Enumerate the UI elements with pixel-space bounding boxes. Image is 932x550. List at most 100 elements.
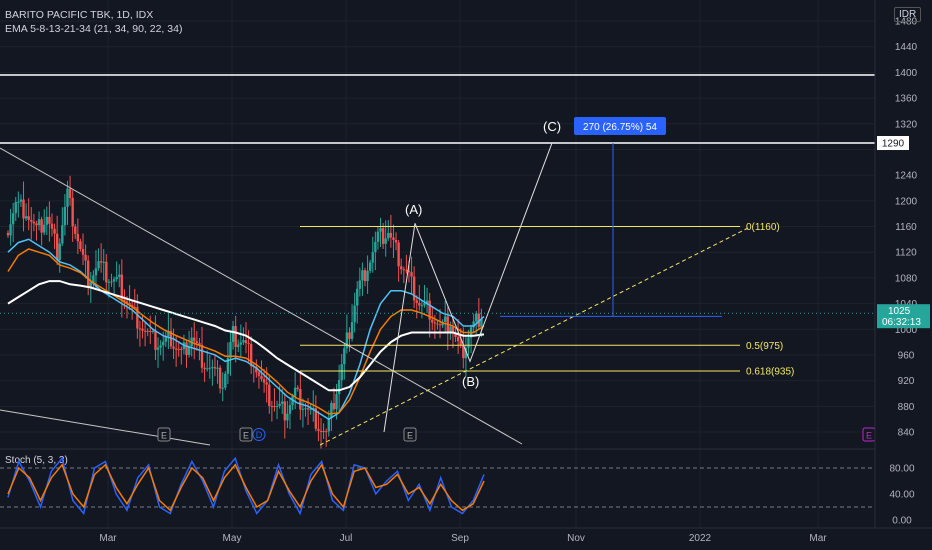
- candle-body: [115, 276, 118, 280]
- candle-body: [6, 232, 10, 236]
- candle-body: [322, 431, 325, 433]
- candle-body: [97, 261, 100, 269]
- candle-body: [319, 430, 323, 432]
- candle-body: [278, 403, 281, 406]
- currency-badge[interactable]: IDR: [894, 7, 922, 22]
- candle-body: [363, 270, 367, 282]
- stoch-line: [7, 463, 485, 512]
- candle-body: [86, 260, 90, 288]
- candle-body: [136, 307, 139, 329]
- candle-body: [242, 340, 245, 343]
- candle-body: [177, 348, 180, 350]
- candle-body: [410, 272, 413, 277]
- candle-body: [123, 299, 126, 302]
- candle-body: [273, 406, 276, 408]
- candle-body: [296, 387, 299, 389]
- dividend-label: D: [256, 430, 263, 440]
- level-tag: 1290: [882, 139, 905, 150]
- candle-body: [185, 342, 188, 355]
- candle-body: [22, 199, 25, 219]
- price-tick: 920: [898, 376, 915, 387]
- candle-body: [156, 347, 160, 350]
- candle-body: [309, 408, 312, 410]
- candle-body: [459, 341, 462, 346]
- time-tick: Nov: [567, 533, 585, 544]
- candle-body: [332, 403, 336, 410]
- candle-body: [58, 243, 61, 260]
- candle-body: [35, 223, 38, 226]
- candle-body: [193, 337, 196, 342]
- fib-label: 0.5(975): [746, 341, 783, 352]
- candle-body: [89, 282, 92, 288]
- ema-line: [7, 248, 485, 415]
- candle-body: [462, 345, 465, 359]
- price-tick: 1080: [895, 273, 918, 284]
- candle-body: [79, 241, 82, 249]
- candle-body: [464, 347, 468, 359]
- candle-body: [120, 274, 124, 300]
- candle-body: [208, 367, 211, 369]
- candle-body: [428, 300, 431, 320]
- candle-body: [262, 379, 266, 383]
- candle-body: [45, 216, 49, 225]
- candle-body: [226, 357, 230, 374]
- candle-body: [288, 405, 292, 414]
- candle-body: [402, 269, 406, 271]
- candle-body: [221, 387, 224, 389]
- candle-body: [216, 367, 219, 369]
- candle-body: [348, 332, 351, 339]
- candle-body: [415, 300, 418, 303]
- candle-body: [343, 348, 346, 365]
- time-tick: 2022: [689, 533, 712, 544]
- candle-body: [244, 340, 248, 344]
- candle-body: [286, 413, 289, 421]
- candle-body: [172, 346, 175, 349]
- measure-label: 270 (26.75%) 54: [583, 122, 657, 133]
- candle-body: [30, 219, 33, 222]
- candle-body: [314, 408, 318, 429]
- candle-body: [125, 301, 129, 304]
- candle-body: [164, 336, 168, 342]
- candle-body: [335, 394, 338, 410]
- wave-label-c: (C): [543, 119, 561, 134]
- wave-leg-a: [383, 223, 416, 433]
- candle-body: [128, 303, 131, 305]
- candle-body: [203, 367, 206, 370]
- candle-body: [441, 321, 444, 326]
- candle-body: [198, 343, 201, 345]
- candle-body: [467, 337, 470, 348]
- candle-body: [420, 305, 424, 307]
- candle-body: [105, 261, 108, 283]
- candle-body: [247, 343, 250, 345]
- candle-body: [61, 225, 64, 244]
- candle-body: [66, 188, 69, 207]
- stoch-tick: 0.00: [892, 516, 912, 527]
- candle-body: [143, 330, 147, 332]
- time-tick: Mar: [99, 533, 117, 544]
- earnings-marker-label: E: [407, 431, 413, 441]
- earnings-marker: [157, 427, 171, 442]
- candle-body: [381, 228, 385, 244]
- candle-body: [154, 330, 157, 350]
- candle-body: [475, 313, 478, 322]
- candle-body: [17, 201, 20, 203]
- candle-body: [138, 328, 142, 330]
- candle-body: [374, 241, 377, 253]
- candle-body: [480, 318, 483, 327]
- price-tick: 1120: [895, 248, 917, 259]
- candle-body: [368, 262, 372, 271]
- drawings-layer: 0(1160) 0.5(975) 0.618(935) (A) (B) (C) 270 (2…: [0, 74, 876, 446]
- price-tick: 1000: [895, 325, 918, 336]
- candle-body: [24, 216, 28, 219]
- candle-body: [231, 326, 235, 342]
- candle-body: [239, 342, 243, 345]
- candle-body: [74, 226, 77, 234]
- candle-body: [371, 252, 374, 263]
- candle-body: [301, 408, 305, 410]
- candle-body: [53, 228, 56, 234]
- symbol-title[interactable]: BARITO PACIFIC TBK, 1D, IDX: [5, 9, 154, 21]
- indicator-legend[interactable]: EMA 5-8-13-21-34 (21, 34, 90, 22, 34): [5, 23, 183, 35]
- candle-body: [366, 270, 369, 282]
